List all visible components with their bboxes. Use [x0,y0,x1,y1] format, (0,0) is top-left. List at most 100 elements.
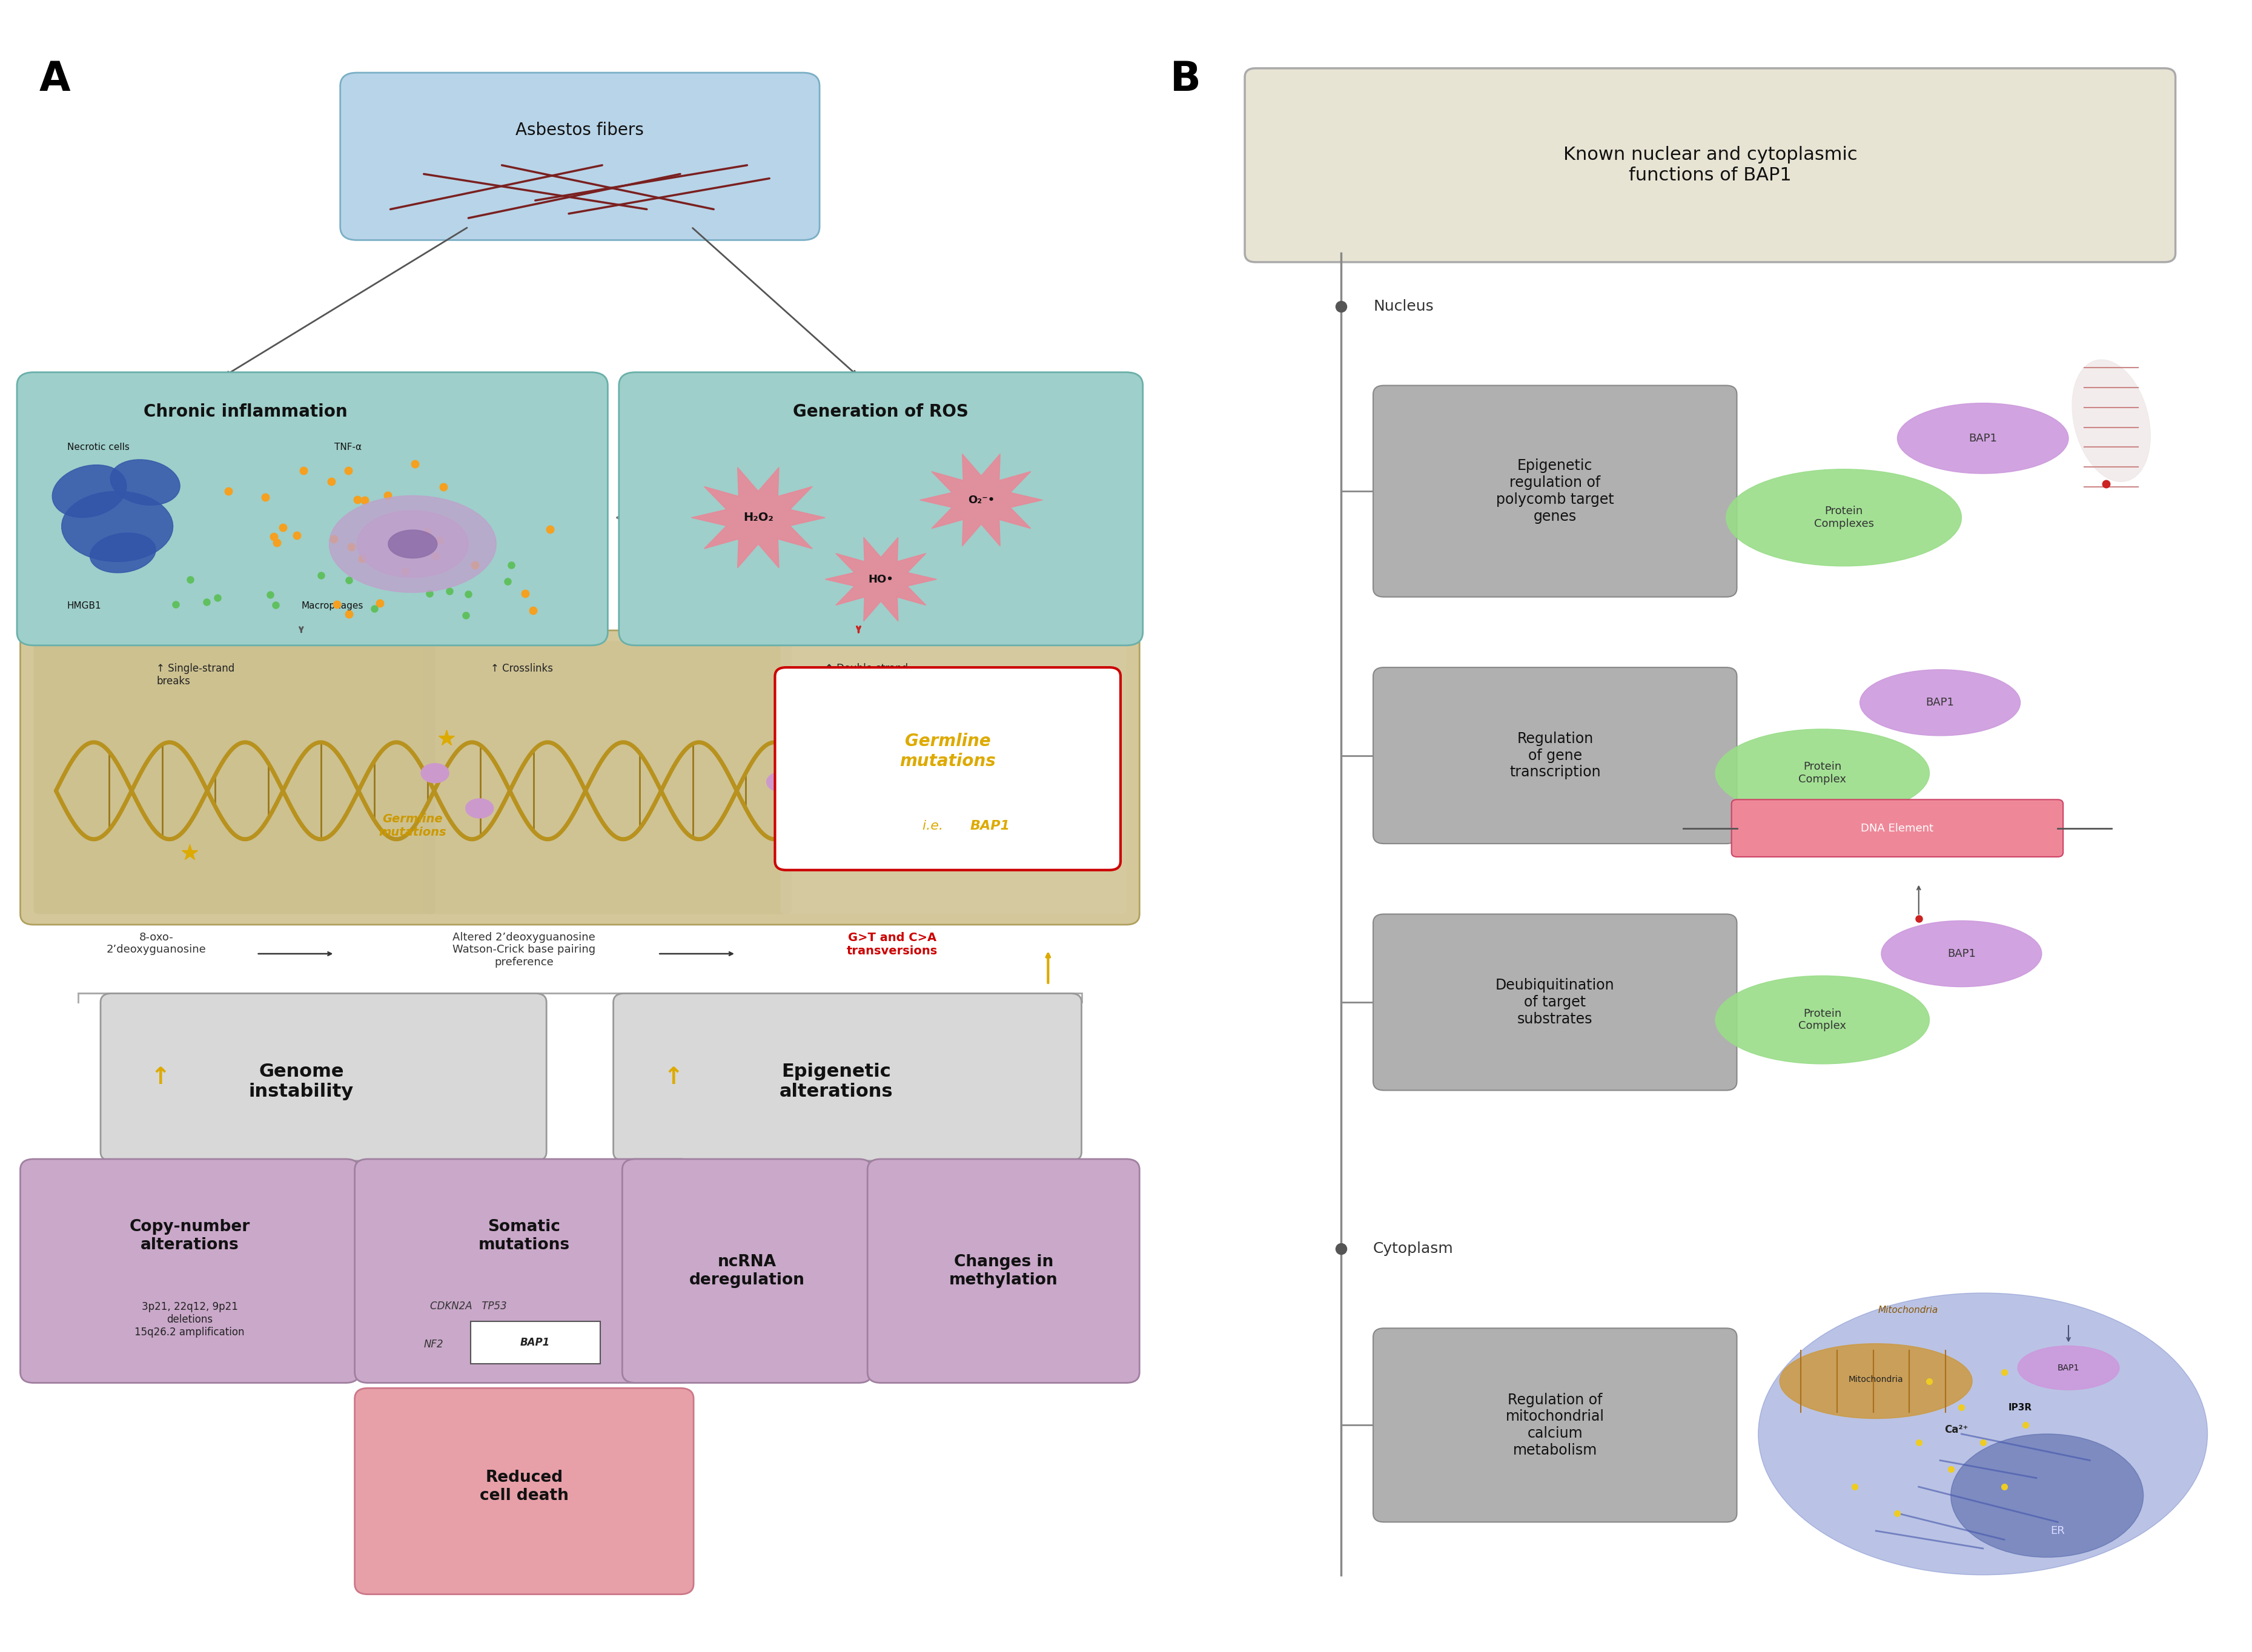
Text: Generation of ROS: Generation of ROS [793,403,968,420]
Text: Cytoplasm: Cytoplasm [1374,1242,1453,1256]
FancyBboxPatch shape [101,993,547,1161]
FancyBboxPatch shape [423,641,793,914]
Text: 8-oxo-
2’deoxyguanosine: 8-oxo- 2’deoxyguanosine [106,932,207,955]
Text: HMGB1: HMGB1 [68,601,101,610]
Ellipse shape [811,798,840,818]
Ellipse shape [1779,1343,1973,1419]
Ellipse shape [421,763,448,783]
Text: Epigenetic
regulation of
polycomb target
genes: Epigenetic regulation of polycomb target… [1495,459,1615,524]
FancyBboxPatch shape [20,631,1140,925]
Text: BAP1: BAP1 [2058,1363,2079,1373]
Polygon shape [824,537,937,621]
Text: Copy-number
alterations: Copy-number alterations [128,1219,250,1252]
Ellipse shape [1950,1434,2144,1558]
Text: BAP1: BAP1 [1925,697,1955,709]
Ellipse shape [466,798,493,818]
Text: TNF-α: TNF-α [336,443,363,451]
FancyBboxPatch shape [18,372,608,646]
Text: Germline
mutations: Germline mutations [901,733,995,770]
Text: Changes in
methylation: Changes in methylation [948,1254,1058,1289]
Text: NF2: NF2 [423,1338,444,1350]
Ellipse shape [1716,729,1930,818]
Text: BAP1: BAP1 [520,1336,549,1348]
FancyBboxPatch shape [34,641,435,914]
Text: Mitochondria: Mitochondria [1849,1374,1903,1383]
Text: Regulation of
mitochondrial
calcium
metabolism: Regulation of mitochondrial calcium meta… [1507,1393,1603,1457]
Text: Deubiquitination
of target
substrates: Deubiquitination of target substrates [1495,978,1615,1026]
Polygon shape [919,454,1043,547]
Text: DNA Element: DNA Element [1860,823,1934,834]
Polygon shape [691,468,824,568]
Text: Mitochondria: Mitochondria [1878,1307,1939,1315]
FancyBboxPatch shape [867,1160,1140,1383]
Text: Asbestos fibers: Asbestos fibers [516,122,644,139]
Text: HO•: HO• [869,573,894,585]
Ellipse shape [1896,403,2067,474]
Ellipse shape [1716,976,1930,1064]
Polygon shape [61,491,173,562]
Ellipse shape [1725,469,1961,567]
FancyBboxPatch shape [622,1160,872,1383]
Polygon shape [329,496,495,593]
Text: Protein
Complex: Protein Complex [1799,762,1847,785]
Text: IP3R: IP3R [2009,1403,2031,1412]
Text: Genome
instability: Genome instability [248,1062,354,1100]
Text: Epigenetic
alterations: Epigenetic alterations [779,1062,894,1100]
FancyBboxPatch shape [1374,667,1736,844]
Text: ER: ER [2052,1525,2065,1536]
Text: ↑ Single-strand
breaks: ↑ Single-strand breaks [155,662,234,687]
Polygon shape [358,510,468,578]
Text: Regulation
of gene
transcription: Regulation of gene transcription [1509,732,1601,780]
Text: BAP1: BAP1 [1968,433,1998,444]
Text: Protein
Complexes: Protein Complexes [1813,506,1874,529]
Polygon shape [90,534,155,573]
FancyBboxPatch shape [356,1388,694,1594]
FancyBboxPatch shape [340,73,820,240]
Text: Macrophages: Macrophages [302,601,363,610]
Text: Necrotic cells: Necrotic cells [68,443,128,451]
Text: ↑ Double-strand
breaks: ↑ Double-strand breaks [824,662,908,687]
Ellipse shape [1759,1294,2207,1574]
Ellipse shape [1860,669,2020,735]
Text: Chronic inflammation: Chronic inflammation [144,403,347,420]
Polygon shape [52,464,126,517]
Polygon shape [110,459,180,506]
Ellipse shape [2072,360,2151,482]
Text: ncRNA
deregulation: ncRNA deregulation [689,1254,804,1289]
Text: Protein
Complex: Protein Complex [1799,1008,1847,1031]
Text: BAP1: BAP1 [1948,948,1975,960]
FancyBboxPatch shape [1732,800,2063,857]
Text: G>T and C>A
transversions: G>T and C>A transversions [847,932,937,957]
Ellipse shape [1880,920,2043,986]
FancyBboxPatch shape [20,1160,358,1383]
FancyBboxPatch shape [1374,385,1736,596]
Ellipse shape [2018,1346,2119,1389]
Text: Known nuclear and cytoplasmic
functions of BAP1: Known nuclear and cytoplasmic functions … [1563,147,1858,183]
Ellipse shape [766,771,795,791]
Text: ↑: ↑ [664,1066,682,1089]
FancyBboxPatch shape [1374,914,1736,1090]
FancyBboxPatch shape [471,1322,599,1363]
FancyBboxPatch shape [781,641,1126,914]
Text: H₂O₂: H₂O₂ [743,512,772,524]
Text: O₂⁻•: O₂⁻• [968,494,995,506]
Text: Nucleus: Nucleus [1374,299,1435,314]
FancyBboxPatch shape [1245,68,2175,263]
Text: Altered 2’deoxyguanosine
Watson-Crick base pairing
preference: Altered 2’deoxyguanosine Watson-Crick ba… [453,932,597,968]
FancyBboxPatch shape [356,1160,694,1383]
Polygon shape [387,530,437,558]
Text: i.e.: i.e. [923,819,948,833]
Text: ↑: ↑ [151,1066,171,1089]
FancyBboxPatch shape [1374,1328,1736,1521]
Text: Somatic
mutations: Somatic mutations [477,1219,570,1252]
Text: B: B [1171,59,1200,99]
Text: CDKN2A   TP53: CDKN2A TP53 [430,1300,507,1312]
FancyBboxPatch shape [775,667,1121,871]
Text: ↑ Crosslinks: ↑ Crosslinks [491,662,554,674]
Text: 3p21, 22q12, 9p21
deletions
15q26.2 amplification: 3p21, 22q12, 9p21 deletions 15q26.2 ampl… [135,1302,245,1338]
Text: Ca²⁺: Ca²⁺ [1943,1424,1968,1436]
Text: BAP1: BAP1 [971,819,1011,833]
FancyBboxPatch shape [619,372,1142,646]
Text: Reduced
cell death: Reduced cell death [480,1470,570,1503]
Text: Germline
mutations: Germline mutations [378,813,446,839]
